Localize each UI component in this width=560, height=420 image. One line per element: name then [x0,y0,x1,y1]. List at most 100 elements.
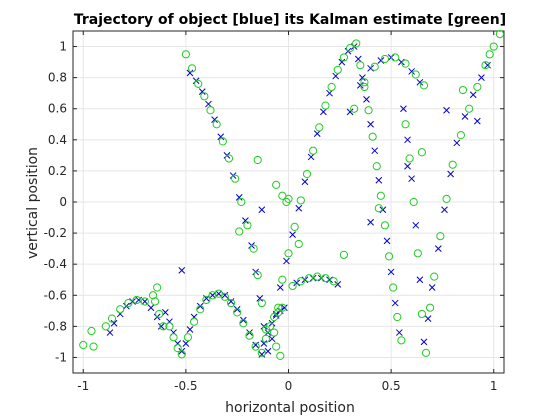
circle-marker-point [449,161,456,168]
circle-marker-point [412,71,419,78]
circle-marker-point [377,192,384,199]
x-marker-point [302,179,308,185]
x-marker-point [474,118,480,124]
x-marker-point [405,163,411,169]
circle-marker-point [394,313,401,320]
x-marker-point [327,90,333,96]
x-marker-point [320,109,326,115]
circle-marker-point [117,306,124,313]
circle-marker-point [273,343,280,350]
circle-marker-point [225,155,232,162]
x-axis-label: horizontal position [225,400,355,416]
x-marker-point [441,207,447,213]
x-marker-point [462,114,468,120]
circle-marker-point [365,107,372,114]
circle-marker-point [291,223,298,230]
circle-marker-point [457,132,464,139]
y-axis-label: vertical position [25,147,41,259]
y-tick-label: -0.8 [44,319,67,333]
circle-marker-point [252,343,259,350]
chart-title: Trajectory of object [blue] its Kalman e… [74,12,506,28]
x-tick-label: 0.5 [382,379,401,393]
y-tick-label: 0.2 [48,164,67,178]
circle-marker-point [170,334,177,341]
circle-marker-point [398,337,405,344]
x-marker-point [444,107,450,113]
y-tick-label: 1 [59,40,67,54]
circle-marker-point [303,170,310,177]
y-tick-label: -0.2 [44,226,67,240]
x-marker-point [378,58,384,64]
y-tick-label: 0.6 [48,102,67,116]
x-marker-point [318,275,324,281]
circle-marker-point [373,163,380,170]
circle-marker-point [258,349,265,356]
circle-marker-point [277,352,284,359]
circle-marker-point [486,51,493,58]
x-marker-point [435,246,441,252]
circle-marker-point [227,299,234,306]
circle-marker-point [459,86,466,93]
circle-marker-point [431,273,438,280]
circle-marker-point [203,296,210,303]
circle-marker-point [340,251,347,258]
x-marker-point [368,65,374,71]
circle-marker-point [289,282,296,289]
y-tick-label: -0.6 [44,288,67,302]
x-marker-point [417,277,423,283]
circle-marker-point [154,284,161,291]
x-marker-point [384,238,390,244]
x-marker-point [187,326,193,332]
circle-marker-point [414,250,421,257]
circle-marker-point [90,343,97,350]
circle-marker-point [190,318,197,325]
x-tick-label: 0 [285,379,293,393]
x-marker-point [355,56,361,62]
circle-marker-point [418,310,425,317]
circle-marker-point [369,133,376,140]
circle-marker-point [418,149,425,156]
kalman-estimate-series [80,31,504,360]
x-marker-point [205,101,211,107]
circle-marker-point [420,82,427,89]
x-marker-point [454,140,460,146]
x-marker-point [179,267,185,273]
y-tick-label: 0.4 [48,133,67,147]
circle-marker-point [437,233,444,240]
x-marker-point [376,177,382,183]
circle-marker-point [232,175,239,182]
x-marker-point [409,176,415,182]
circle-marker-point [406,155,413,162]
axes: -1-0.500.51-1-0.8-0.6-0.4-0.200.20.40.60… [44,31,504,393]
x-tick-label: -0.5 [174,379,197,393]
y-tick-label: -1 [55,350,67,364]
x-marker-point [368,219,374,225]
circle-marker-point [334,66,341,73]
x-marker-point [425,316,431,322]
x-marker-point [392,300,398,306]
y-tick-label: 0.8 [48,71,67,85]
circle-marker-point [496,31,503,38]
circle-marker-point [328,83,335,90]
circle-marker-point [322,102,329,109]
circle-marker-point [402,121,409,128]
x-marker-point [421,339,427,345]
x-marker-point [290,232,296,238]
x-marker-point [296,205,302,211]
circle-marker-point [207,107,214,114]
circle-marker-point [279,276,286,283]
circle-marker-point [273,181,280,188]
circle-marker-point [357,62,364,69]
x-marker-point [327,277,333,283]
circle-marker-point [88,327,95,334]
x-marker-point [368,121,374,127]
x-marker-point [470,92,476,98]
x-marker-point [429,285,435,291]
x-marker-point [130,298,136,304]
circle-marker-point [443,195,450,202]
x-marker-point [148,305,154,311]
x-tick-label: 1 [490,379,498,393]
x-marker-point [396,330,402,336]
